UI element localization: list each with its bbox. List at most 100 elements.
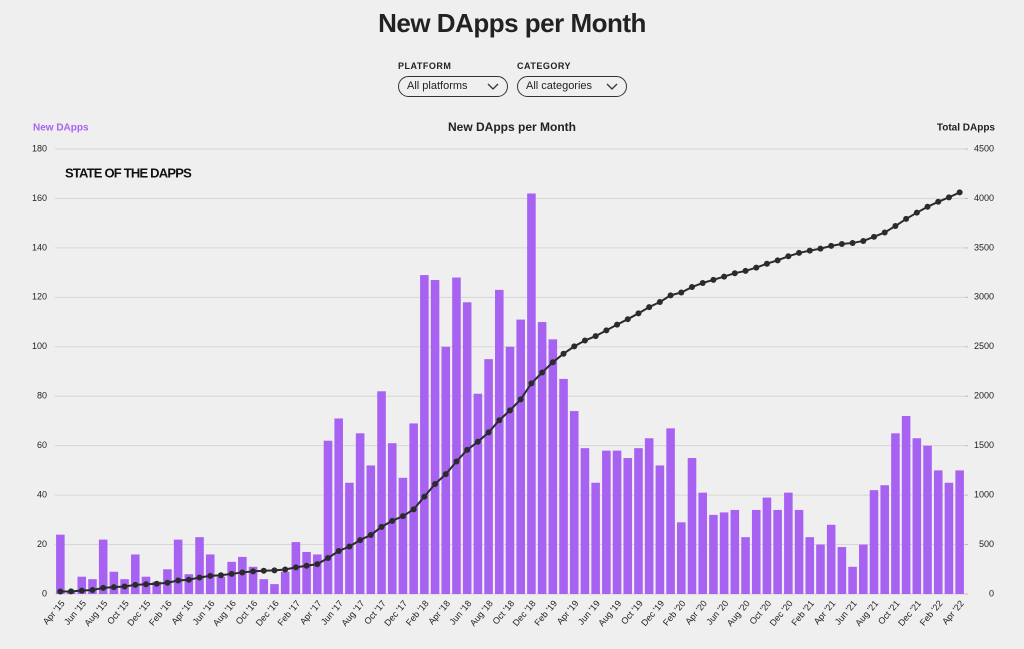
line-point — [528, 380, 535, 387]
bar — [516, 319, 525, 594]
line-point — [228, 570, 235, 577]
line-point — [185, 576, 192, 583]
bar — [280, 571, 290, 594]
line-point — [432, 481, 439, 488]
bar — [216, 576, 226, 594]
y2-tick-label: 3000 — [974, 292, 994, 302]
line-point — [282, 566, 289, 573]
line-point — [945, 194, 952, 201]
line-point — [335, 547, 342, 554]
y-tick-label: 100 — [32, 341, 47, 351]
line-point — [646, 304, 653, 311]
line-point — [539, 369, 546, 376]
bar — [98, 539, 108, 594]
bar — [569, 411, 579, 594]
bar — [859, 544, 868, 594]
bar — [762, 497, 772, 594]
bar — [559, 378, 568, 594]
bar — [195, 537, 204, 594]
line-point — [303, 562, 310, 569]
bar — [452, 277, 461, 594]
x-tick-label: Aug '19 — [596, 598, 623, 628]
bar — [891, 433, 900, 594]
x-tick-label: Feb '20 — [661, 598, 688, 627]
line-point — [549, 359, 556, 366]
bar — [131, 554, 140, 594]
line-point — [153, 580, 160, 587]
chart-title: New DApps per Month — [448, 120, 576, 134]
line-point — [806, 247, 813, 254]
bar — [505, 346, 515, 594]
bar — [880, 485, 889, 594]
dropdown[interactable]: All categories — [517, 76, 627, 97]
line-point — [817, 245, 824, 252]
bar — [420, 275, 429, 594]
dropdown[interactable]: All platforms — [398, 76, 508, 97]
dropdown-value[interactable]: All categories — [526, 80, 593, 92]
line-point — [699, 279, 706, 286]
line-point — [571, 343, 578, 350]
x-tick-label: Feb '16 — [147, 598, 174, 627]
line-point — [881, 229, 888, 236]
bar — [227, 561, 236, 594]
line-point — [678, 289, 685, 296]
bar — [473, 393, 483, 594]
bar — [302, 551, 311, 594]
bar — [612, 450, 622, 594]
bar — [687, 458, 697, 594]
bar — [238, 556, 247, 594]
line-point — [721, 273, 728, 280]
line-point — [796, 249, 803, 256]
bar — [527, 193, 536, 594]
line-point — [560, 350, 567, 357]
bar — [623, 458, 633, 594]
bar — [826, 524, 836, 594]
bar — [109, 571, 119, 594]
line-point — [239, 569, 246, 576]
bar — [666, 428, 675, 594]
line-point — [399, 513, 406, 520]
bar — [773, 509, 782, 594]
line-point — [367, 531, 374, 538]
bar — [923, 445, 932, 594]
bar — [77, 576, 87, 594]
line-point — [753, 264, 760, 271]
bar — [719, 512, 729, 594]
x-tick-label: Aug '16 — [211, 598, 238, 628]
line-point — [110, 584, 117, 591]
bar — [484, 359, 493, 594]
bar — [366, 465, 376, 594]
line-point — [121, 583, 128, 590]
bar — [933, 470, 943, 594]
bar — [591, 482, 600, 594]
y-tick-label: 40 — [37, 489, 47, 499]
line-point — [207, 572, 214, 579]
bar — [345, 482, 354, 594]
line-point — [592, 333, 599, 340]
line-point — [581, 337, 588, 344]
line-point — [614, 321, 621, 328]
bar — [580, 448, 590, 594]
line-point — [346, 543, 353, 550]
x-tick-label: Feb '22 — [918, 598, 945, 627]
dropdown-value[interactable]: All platforms — [407, 80, 468, 92]
bar — [355, 433, 365, 594]
line-point — [667, 292, 674, 299]
bar — [323, 440, 333, 594]
y2-axis-label: Total DApps — [937, 123, 996, 134]
bar — [495, 289, 504, 594]
bar — [730, 509, 740, 594]
y2-tick-label: 4500 — [974, 143, 994, 153]
bar — [794, 509, 804, 594]
x-tick-label: Aug '18 — [468, 598, 495, 628]
line-point — [357, 537, 364, 544]
bar — [634, 448, 643, 594]
line-point — [742, 267, 749, 274]
bar — [869, 490, 879, 594]
y-tick-label: 60 — [37, 440, 47, 450]
x-tick-label: Aug '17 — [339, 598, 366, 628]
line-point — [292, 564, 299, 571]
bar — [313, 554, 322, 594]
line-point — [763, 260, 770, 267]
